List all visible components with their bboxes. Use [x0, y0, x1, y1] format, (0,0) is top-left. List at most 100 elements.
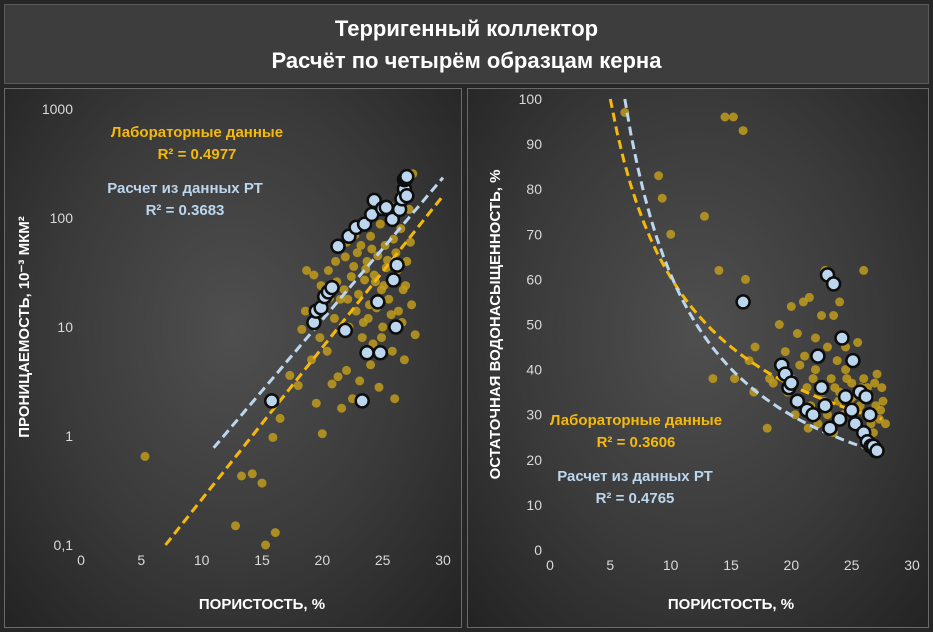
lab-data-point: [333, 372, 343, 382]
lab-data-point: [853, 338, 863, 347]
calc-legend-label: Расчет из данных РТ: [557, 468, 713, 485]
lab-data-point: [297, 324, 307, 334]
calc-data-point: [354, 393, 370, 409]
calc-r2-value: R² = 0.3683: [146, 202, 225, 219]
lab-data-point: [804, 292, 814, 302]
y-tick-label: 100: [519, 91, 543, 107]
lab-data-point: [708, 374, 718, 384]
lab-data-point: [738, 126, 748, 136]
x-axis-title: ПОРИСТОСТЬ, %: [668, 596, 794, 613]
lab-data-point: [870, 378, 880, 388]
lab-data-point: [357, 333, 367, 343]
lab-data-point: [387, 346, 397, 356]
calc-data-point: [783, 375, 800, 391]
calc-data-point: [388, 319, 404, 335]
lab-data-point: [375, 219, 385, 229]
lab-data-point: [877, 383, 887, 393]
lab-data-point: [354, 289, 363, 299]
lab-data-point: [389, 234, 398, 244]
lab-data-point: [842, 374, 852, 384]
y-tick-label: 20: [526, 452, 542, 468]
calc-data-point: [862, 406, 878, 423]
calc-data-point: [831, 411, 848, 427]
lab-data-point: [774, 320, 784, 329]
calc-data-point: [399, 168, 415, 185]
lab-data-point: [366, 360, 376, 370]
y-axis-title: ОСТАТОЧНАЯ ВОДОНАСЫЩЕННОСТЬ, %: [487, 170, 504, 480]
water-saturation-chart-panel: 0 5 10 15 20 25 30 0 10 20 30 40 50 60 70 80 90 100 ПОРИСТ…: [467, 88, 929, 628]
calc-data-point: [805, 406, 821, 423]
permeability-chart: 0 5 10 15 20 25 30 0,1 1 10 100 1000 ПОРИСТОСТЬ, % ПР…: [16, 101, 451, 613]
calc-data-point: [389, 257, 405, 273]
y-tick-label: 0,1: [54, 537, 74, 553]
y-tick-label: 1: [65, 428, 73, 444]
lab-data-point: [881, 419, 890, 429]
permeability-chart-panel: 0 5 10 15 20 25 30 0,1 1 10 100 1000 ПОРИСТОСТЬ, % ПР…: [4, 88, 462, 628]
x-tick-label: 15: [254, 552, 270, 568]
lab-data-point: [393, 306, 403, 316]
calc-data-point: [384, 211, 401, 228]
x-tick-label: 30: [904, 557, 920, 573]
lab-trendline: [608, 98, 883, 421]
lab-data-point: [340, 252, 350, 262]
lab-data-point: [374, 382, 384, 392]
lab-data-point: [293, 381, 303, 391]
x-tick-label: 0: [77, 552, 85, 568]
lab-data-point: [657, 193, 667, 203]
lab-data-point: [140, 451, 150, 461]
lab-data-point: [346, 272, 356, 282]
calc-data-point: [843, 402, 860, 418]
calc-data-point: [822, 420, 838, 436]
lab-data-point: [808, 374, 818, 384]
lab-data-point: [826, 374, 836, 384]
calc-data-point: [810, 348, 826, 364]
y-tick-label: 0: [534, 542, 542, 558]
calc-data-point: [359, 345, 375, 361]
lab-data-point: [741, 274, 750, 284]
x-tick-label: 15: [723, 557, 739, 573]
lab-r2-value: R² = 0.3606: [597, 434, 676, 451]
lab-data-point: [795, 360, 805, 370]
y-tick-label: 90: [526, 136, 542, 152]
lab-data-point: [780, 347, 790, 357]
lab-data-point: [750, 342, 760, 352]
lab-data-point: [868, 428, 878, 438]
y-tick-label: 1000: [42, 101, 73, 117]
calc-data-point: [869, 443, 885, 459]
lab-data-point: [811, 365, 820, 375]
y-tick-label: 50: [526, 317, 542, 333]
lab-data-point: [327, 379, 337, 389]
lab-data-point: [237, 471, 246, 481]
lab-data-point: [654, 171, 664, 181]
lab-data-point: [378, 322, 388, 332]
x-tick-label: 10: [194, 552, 210, 568]
chart-subtitle: Расчёт по четырём образцам керна: [271, 48, 662, 73]
lab-data-point: [355, 376, 365, 386]
calc-data-point: [337, 322, 354, 339]
lab-data-point: [817, 311, 826, 320]
lab-data-point: [720, 112, 730, 122]
lab-data-point: [352, 248, 362, 258]
lab-data-point: [360, 275, 370, 285]
calc-data-point: [735, 294, 751, 310]
calc-data-point: [858, 388, 874, 405]
lab-data-point: [300, 306, 310, 316]
lab-data-point: [823, 342, 832, 352]
lab-data-point: [384, 294, 394, 304]
lab-legend-label: Лабораторные данные: [550, 412, 722, 429]
lab-data-point: [762, 423, 772, 433]
calc-legend-label: Расчет из данных РТ: [107, 180, 263, 197]
lab-data-point: [714, 265, 724, 275]
calc-data-point: [845, 352, 861, 369]
y-tick-label: 10: [526, 497, 542, 513]
lab-data-point: [356, 240, 366, 250]
lab-data-point: [270, 528, 280, 538]
lab-data-point: [666, 229, 676, 239]
lab-data-point: [285, 370, 295, 380]
y-tick-label: 100: [50, 210, 74, 226]
x-tick-label: 20: [315, 552, 331, 568]
lab-data-point: [765, 374, 775, 384]
x-axis-title: ПОРИСТОСТЬ, %: [199, 596, 325, 613]
lab-data-point: [311, 398, 321, 408]
lab-data-point: [257, 478, 267, 488]
